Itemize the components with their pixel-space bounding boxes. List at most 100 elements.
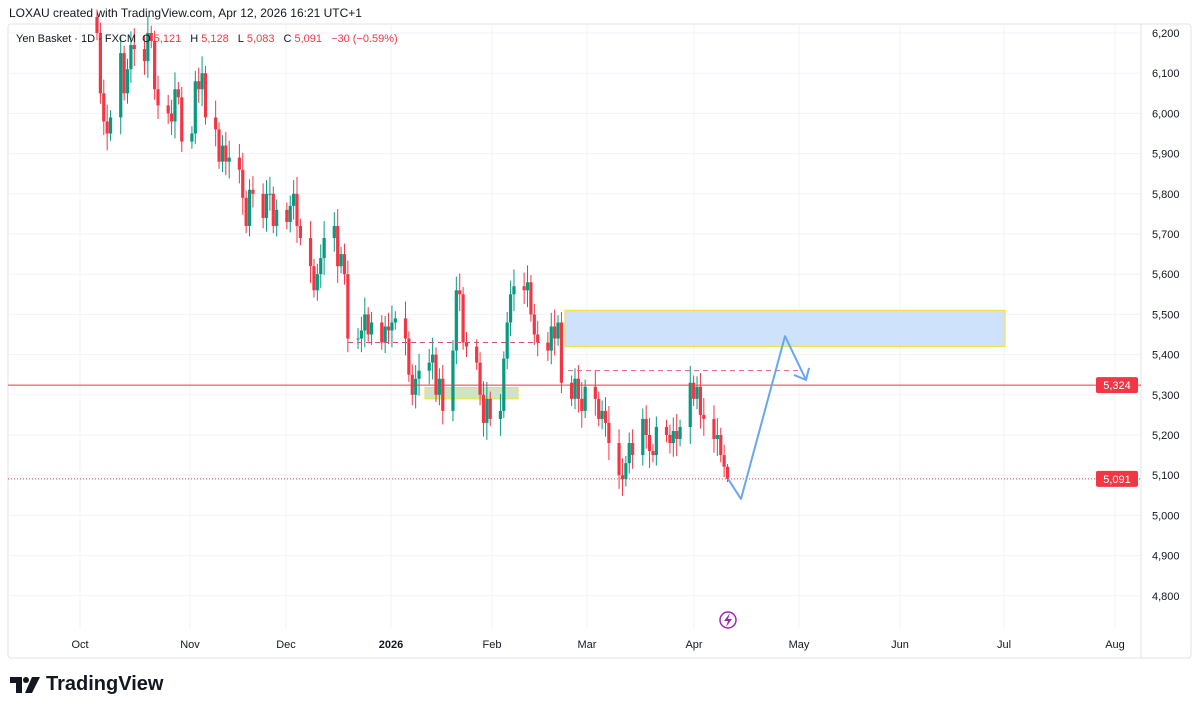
symbol-name[interactable]: Yen Basket · 1D · FXCM	[16, 33, 137, 45]
candle-body	[356, 338, 360, 340]
y-tick-label: 5,600	[1152, 269, 1180, 281]
candle-body	[261, 193, 265, 218]
candle-body	[675, 430, 679, 440]
y-tick-label: 6,100	[1152, 68, 1180, 80]
candle-body	[654, 426, 658, 456]
candle-body	[122, 53, 126, 94]
candle-body	[546, 342, 550, 351]
candle-body	[722, 455, 726, 467]
y-tick-label: 5,200	[1152, 430, 1180, 442]
candle-body	[600, 410, 604, 419]
candle-body	[268, 193, 272, 195]
tradingview-logo[interactable]: TradingView	[10, 673, 163, 696]
candle-body	[176, 89, 180, 98]
candle-body	[237, 157, 241, 170]
candle-body	[644, 418, 648, 435]
event-lightning-icon[interactable]	[719, 611, 737, 629]
candle-body	[668, 435, 672, 444]
candle-body	[366, 314, 370, 335]
candle-body	[617, 443, 621, 476]
candle-body	[434, 354, 438, 395]
candle-body	[725, 466, 730, 479]
candle-body	[200, 73, 204, 90]
candle-body	[651, 451, 655, 456]
candle-body	[214, 117, 218, 130]
candle-body	[559, 322, 564, 383]
y-tick-label: 5,900	[1152, 149, 1180, 161]
y-tick-label: 5,400	[1152, 350, 1180, 362]
candle-body	[525, 282, 530, 291]
candle-body	[332, 225, 336, 239]
candle-body	[285, 209, 289, 222]
candle-body	[641, 418, 645, 456]
y-tick-label: 5,300	[1152, 390, 1180, 402]
candle-body	[295, 193, 299, 226]
candle-body	[98, 33, 102, 94]
candle-body	[698, 386, 703, 415]
candle-body	[312, 266, 316, 291]
candle-body	[217, 129, 221, 162]
candle-body	[627, 443, 631, 464]
candle-body	[125, 69, 130, 94]
candle-body	[383, 326, 387, 343]
candle-body	[498, 410, 503, 419]
candle-body	[603, 410, 608, 423]
price-label-bg	[1096, 377, 1138, 394]
candle-body	[451, 350, 455, 411]
candle-body	[403, 318, 408, 339]
price-axis[interactable]: 6,200 6,100 6,000 5,900 5,800 5,700 5,600 5,500…	[1152, 28, 1180, 603]
candle-body	[142, 49, 147, 62]
price-label-bg	[1096, 470, 1138, 487]
projection-arrowhead	[793, 367, 810, 382]
y-tick-label: 4,800	[1152, 591, 1180, 603]
demand-zone	[424, 386, 519, 400]
candle-body	[671, 430, 675, 444]
zones	[424, 309, 1006, 400]
candle-body	[102, 93, 106, 122]
candle-body	[441, 378, 445, 411]
tradingview-logo-icon	[10, 676, 40, 693]
candle-body	[227, 157, 231, 162]
open-value: 5,121	[153, 33, 182, 45]
candle-body	[532, 314, 536, 335]
candle-body	[169, 113, 174, 122]
x-tick-label: 2026	[379, 639, 403, 651]
candle-body	[570, 382, 574, 399]
high-label: H	[190, 33, 199, 45]
y-tick-label: 6,000	[1152, 108, 1180, 120]
candle-body	[647, 435, 652, 452]
close-label: C	[283, 33, 292, 45]
candle-body	[241, 169, 245, 198]
candle-body	[292, 193, 296, 206]
x-tick-label: Aug	[1105, 639, 1125, 651]
candle-body	[247, 189, 252, 226]
candle-body	[308, 238, 313, 267]
candle-body	[108, 117, 113, 134]
candle-body	[251, 189, 255, 194]
y-tick-label: 5,100	[1152, 470, 1180, 482]
candle-body	[190, 133, 194, 142]
change-value: −30 (−0.59%)	[331, 33, 398, 45]
low-label: L	[237, 33, 244, 45]
candle-body	[407, 338, 411, 375]
candle-body	[583, 386, 587, 411]
candle-body	[146, 33, 150, 62]
x-tick-label: Jul	[997, 639, 1011, 651]
y-tick-label: 5,500	[1152, 309, 1180, 321]
candle-body	[664, 426, 669, 435]
price-labels: 5,324 5,091	[1096, 377, 1138, 487]
candle-body	[346, 274, 350, 339]
y-tick-label: 5,000	[1152, 510, 1180, 522]
y-tick-label: 5,800	[1152, 189, 1180, 201]
x-tick-label: Nov	[180, 639, 200, 651]
candle-body	[715, 435, 719, 440]
time-axis[interactable]: Oct Nov Dec 2026 Feb Mar Apr May Jun Jul Aug	[71, 639, 1124, 651]
candle-body	[620, 475, 625, 480]
candle-body	[458, 290, 462, 295]
x-tick-label: Jun	[891, 639, 909, 651]
symbol-legend: Yen Basket · 1D · FXCM O 5,121 H 5,128 L 5,…	[16, 33, 401, 45]
price-label: 5,324	[1103, 380, 1131, 392]
candle-body	[173, 89, 177, 122]
candle-body	[678, 426, 682, 440]
